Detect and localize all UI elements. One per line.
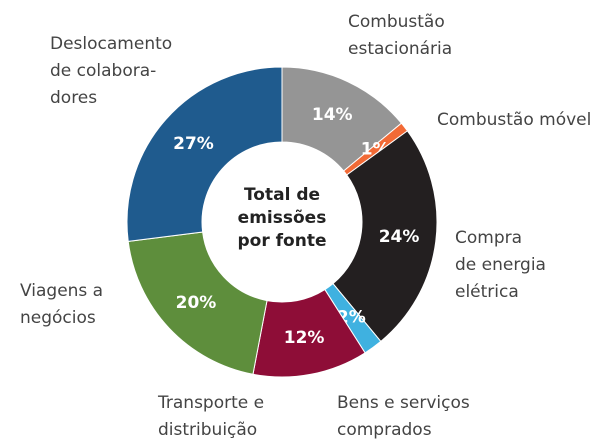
value-label: 12% (284, 328, 325, 348)
slice-label: Viagens a negócios (20, 281, 103, 328)
value-label: 27% (173, 134, 214, 154)
slice-label: Deslocamento de colabora-dores (50, 34, 172, 108)
slice-label: Combustão móvel (437, 110, 591, 130)
value-label: 14% (312, 105, 353, 125)
slice-label: Combustão estacionária (348, 12, 452, 59)
slice-label: Transporte e distribuição (157, 393, 264, 439)
slice-label: Bens e serviços comprados (337, 393, 470, 439)
slice-label: Compra de energia elétrica (455, 228, 546, 302)
value-label: 24% (379, 227, 420, 247)
value-label: 20% (176, 293, 217, 313)
donut-slice (332, 130, 438, 343)
donut-slice (127, 231, 268, 375)
donut-slice (126, 66, 283, 242)
center-label: Total de emissões por fonte (238, 185, 327, 251)
